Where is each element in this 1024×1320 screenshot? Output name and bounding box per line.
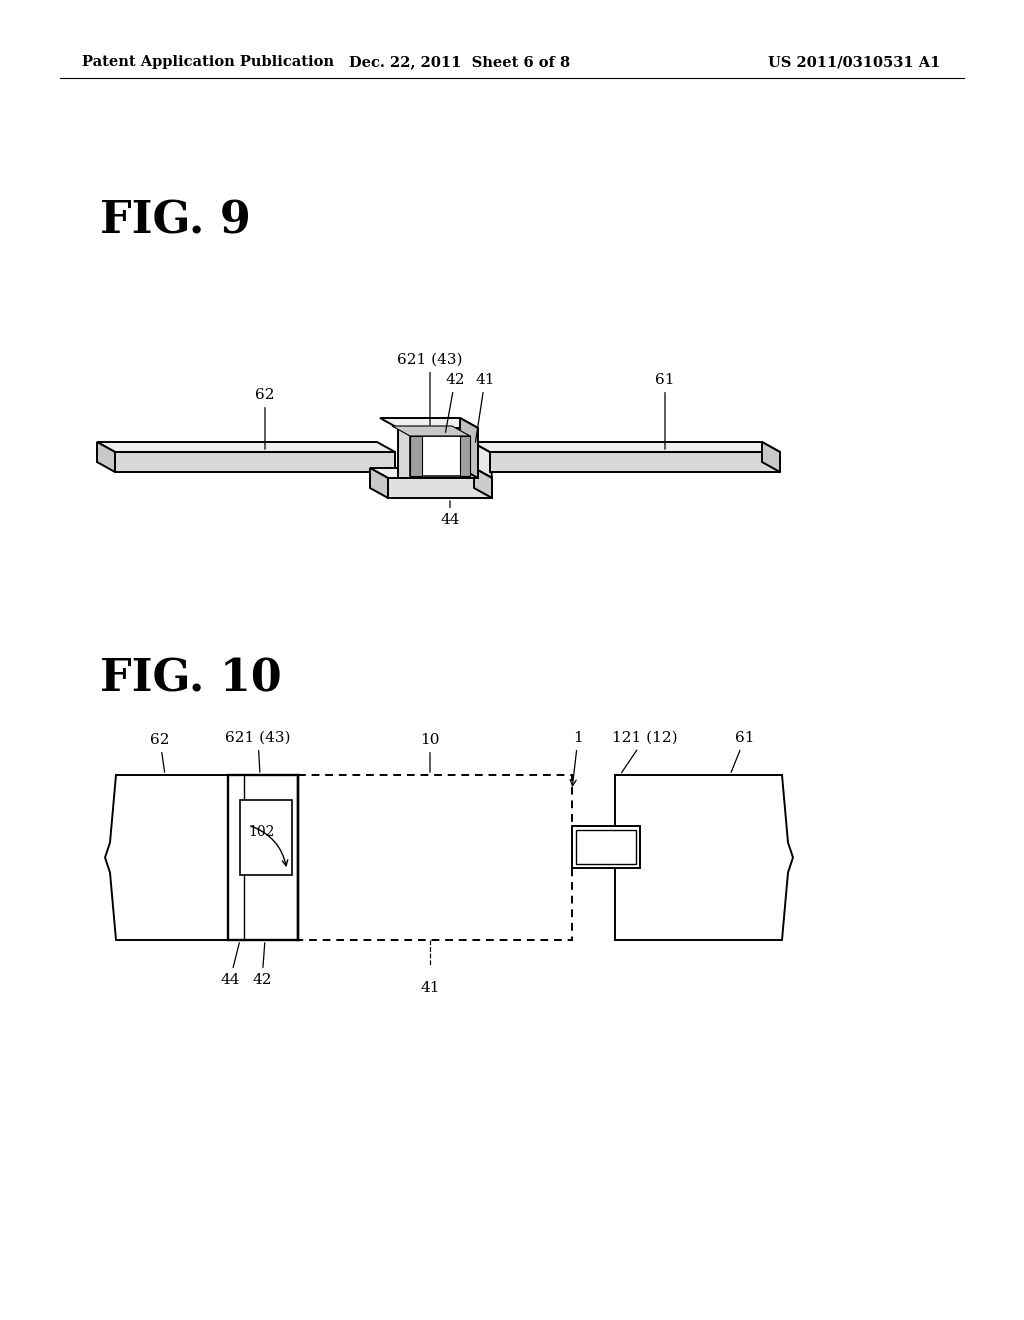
Text: 42: 42: [445, 374, 465, 432]
Polygon shape: [410, 436, 470, 477]
Text: Patent Application Publication: Patent Application Publication: [82, 55, 334, 69]
Text: Dec. 22, 2011  Sheet 6 of 8: Dec. 22, 2011 Sheet 6 of 8: [349, 55, 570, 69]
Bar: [298, 775, 572, 940]
Polygon shape: [490, 451, 780, 473]
Text: 121 (12): 121 (12): [612, 731, 678, 772]
Polygon shape: [228, 775, 298, 940]
Polygon shape: [575, 830, 636, 865]
Polygon shape: [460, 418, 478, 478]
Polygon shape: [398, 428, 478, 478]
Polygon shape: [572, 826, 640, 869]
Text: 41: 41: [475, 374, 495, 442]
Text: 61: 61: [731, 731, 755, 772]
Polygon shape: [392, 426, 470, 436]
Text: 62: 62: [151, 733, 170, 772]
Polygon shape: [105, 775, 228, 940]
Polygon shape: [410, 436, 422, 477]
Text: 44: 44: [220, 942, 240, 987]
Text: FIG. 10: FIG. 10: [100, 657, 282, 701]
Text: 42: 42: [252, 942, 271, 987]
Text: 621 (43): 621 (43): [397, 352, 463, 425]
Polygon shape: [370, 469, 388, 498]
Text: US 2011/0310531 A1: US 2011/0310531 A1: [768, 55, 940, 69]
Polygon shape: [240, 800, 292, 875]
Polygon shape: [115, 451, 395, 473]
Polygon shape: [615, 775, 793, 940]
Text: 1: 1: [570, 731, 583, 785]
Polygon shape: [460, 436, 470, 477]
Polygon shape: [472, 442, 780, 451]
Text: 61: 61: [655, 374, 675, 449]
Polygon shape: [370, 469, 492, 478]
Polygon shape: [380, 418, 478, 428]
Text: FIG. 9: FIG. 9: [100, 201, 251, 243]
Polygon shape: [762, 442, 780, 473]
Text: 62: 62: [255, 388, 274, 449]
Text: 41: 41: [420, 981, 439, 995]
Polygon shape: [474, 469, 492, 498]
Text: 102: 102: [248, 825, 274, 840]
Text: 10: 10: [420, 733, 439, 772]
Text: 44: 44: [440, 500, 460, 527]
Polygon shape: [97, 442, 395, 451]
Polygon shape: [97, 442, 115, 473]
Polygon shape: [388, 478, 492, 498]
Polygon shape: [472, 442, 492, 478]
Text: 621 (43): 621 (43): [225, 731, 291, 772]
